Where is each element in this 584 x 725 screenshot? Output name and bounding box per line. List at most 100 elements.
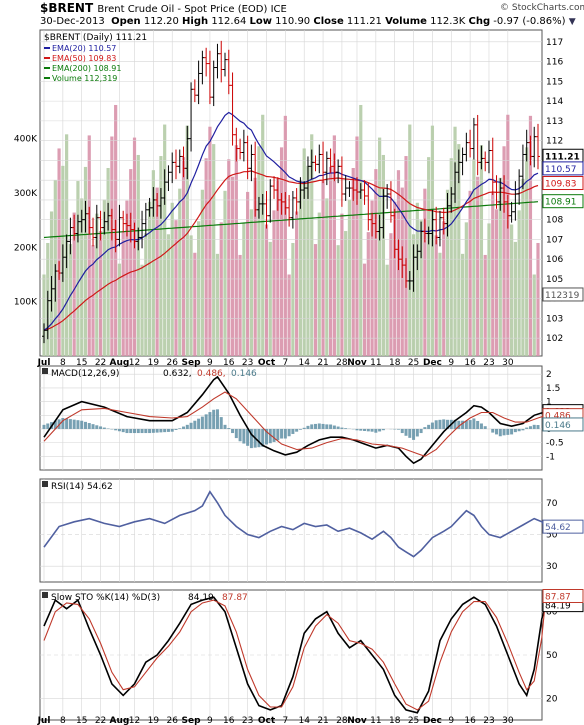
macd-hist-bar: [310, 424, 314, 429]
volume-bar: [525, 147, 529, 356]
macd-hist-bar: [204, 414, 208, 429]
x-axis-label: 19: [148, 358, 160, 368]
macd-hist-bar: [99, 426, 103, 429]
macd-hist-bar: [521, 428, 525, 431]
x-axis-label-bottom: Nov: [347, 716, 367, 725]
volume-bar: [442, 221, 446, 356]
legend-price: $BRENT (Daily) 111.21: [44, 33, 147, 43]
volume-bar: [325, 198, 329, 356]
volume-bar: [366, 232, 370, 356]
macd-hist-bar: [68, 419, 72, 429]
macd-hist-bar: [170, 428, 174, 432]
volume-bar: [95, 213, 99, 356]
macd-hist-bar: [91, 424, 95, 429]
x-axis-label: 22: [95, 358, 106, 368]
volume-bar: [385, 264, 389, 356]
macd-hist-bar: [415, 428, 419, 437]
sto-d-value-box: [542, 589, 584, 603]
volume-bar: [253, 177, 257, 356]
volume-bar: [317, 212, 321, 356]
macd-hist-bar: [144, 428, 148, 434]
macd-tick-label: -1: [546, 452, 555, 462]
macd-hist-bar: [61, 418, 65, 429]
open-label: Open: [111, 16, 141, 27]
close-value: 111.21: [346, 16, 382, 27]
macd-legend-v3: 0.146: [231, 369, 257, 379]
ema200-value-box: [542, 194, 584, 209]
macd-hist-bar: [155, 428, 159, 433]
x-axis-label-bottom: 23: [483, 716, 494, 725]
x-axis-label: 23: [242, 358, 253, 368]
volume-value-box-box: [542, 287, 584, 302]
volume-bar: [438, 252, 442, 356]
volume-bar: [279, 147, 284, 356]
macd-hist-bar: [136, 428, 140, 434]
x-axis-label: Sep: [182, 358, 202, 368]
volume-bar: [351, 168, 355, 356]
volume-bar: [223, 190, 227, 356]
macd-hist-bar: [404, 428, 408, 436]
macd-hist-bar: [133, 428, 137, 434]
volume-bar: [151, 170, 155, 356]
macd-hist-value: 0.146: [545, 421, 571, 431]
volume-bar: [408, 124, 412, 356]
x-axis-label-bottom: 11: [370, 716, 381, 725]
volume-bar: [298, 179, 303, 356]
macd-hist-bar: [193, 420, 197, 429]
macd-hist-bar: [302, 427, 306, 429]
macd-hist-bar: [287, 428, 291, 437]
price-close-value: 111.21: [545, 152, 580, 162]
rsi-tick-label: 50: [546, 530, 558, 540]
macd-tick-label: 1.5: [546, 384, 560, 394]
rsi-value-box: [542, 519, 584, 534]
volume-bar: [264, 224, 269, 356]
volume-bar: [185, 125, 189, 356]
dropdown-arrow-icon[interactable]: ▼: [568, 17, 576, 27]
volume-bar: [378, 137, 382, 356]
volume-bar: [129, 169, 133, 356]
macd-tick-label: -0.5: [546, 439, 564, 449]
macd-hist-bar: [510, 428, 514, 435]
macd-hist-bar: [264, 428, 268, 445]
volume-bar: [472, 159, 476, 356]
x-axis-label: 9: [207, 358, 213, 368]
macd-hist-bar: [513, 428, 517, 433]
date-label: 30-Dec-2013: [40, 16, 105, 27]
x-axis-label: 26: [166, 358, 178, 368]
macd-hist-bar: [272, 428, 276, 442]
macd-hist-bar: [227, 428, 231, 429]
macd-hist-bar: [412, 428, 416, 440]
sto-legend-v1: 84.19,: [188, 593, 217, 603]
sto-k-value: 84.19: [545, 602, 571, 612]
x-axis-label-bottom: 30: [502, 716, 514, 725]
macd-hist-bar: [317, 423, 321, 429]
macd-legend-label: MACD(12,26,9): [51, 369, 119, 379]
macd-legend-swatch: [42, 368, 48, 374]
macd-hist-bar: [325, 424, 329, 429]
sto-d-value: 87.87: [545, 593, 571, 603]
volume-bar: [170, 202, 174, 356]
x-axis-label-bottom: Dec: [423, 716, 442, 725]
macd-hist-bar: [363, 428, 367, 431]
ema20-value-box: [542, 161, 584, 176]
price-tick-label: 103: [546, 314, 563, 324]
watermark: © StockCharts.com: [500, 3, 584, 13]
macd-hist-bar: [427, 424, 431, 429]
price-tick-label: 113: [546, 117, 563, 127]
macd-signal-value: 0.486: [545, 412, 571, 422]
sto-legend-label: Slow STO %K(14) %D(3): [51, 593, 160, 603]
ohlc-row: 30-Dec-2013 Open 112.20 High 112.64 Low …: [40, 16, 576, 27]
price-tick-label: 107: [546, 235, 563, 245]
macd-hist-bar: [182, 426, 186, 429]
ema200-line: [43, 201, 539, 239]
volume-bar: [362, 263, 367, 356]
volume-bar: [193, 252, 197, 356]
volume-bar: [110, 136, 114, 356]
x-axis-label-bottom: 14: [298, 716, 310, 725]
volume-bar: [411, 234, 416, 356]
macd-series-1: [43, 391, 546, 457]
volume-bar: [389, 233, 393, 356]
x-axis-label-bottom: Oct: [258, 716, 276, 725]
low-value: 110.90: [275, 16, 311, 27]
volume-tick-label: 300K: [14, 189, 38, 199]
